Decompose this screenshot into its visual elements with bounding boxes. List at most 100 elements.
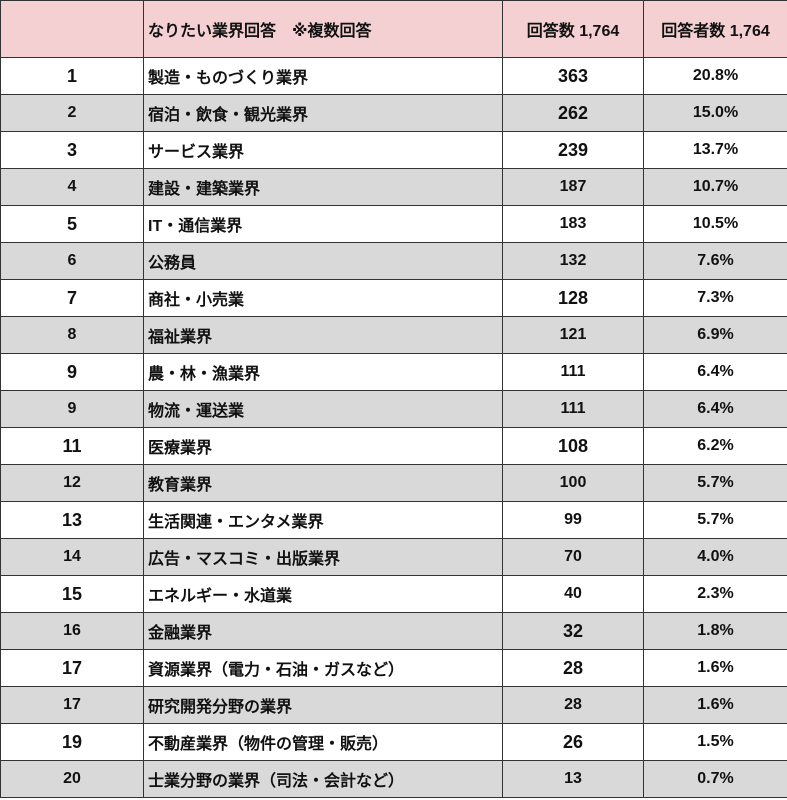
industry-cell: 資源業界（電力・石油・ガスなど）: [143, 649, 503, 687]
table-row: 9 農・林・漁業界 111 6.4%: [0, 353, 787, 391]
count-cell: 70: [502, 538, 644, 576]
table-row: 1 製造・ものづくり業界 363 20.8%: [0, 57, 787, 95]
rank-cell: 19: [0, 723, 144, 761]
rank-cell: 9: [0, 390, 144, 428]
count-cell: 13: [502, 760, 644, 798]
count-cell: 111: [502, 353, 644, 391]
table-row: 12 教育業界 100 5.7%: [0, 464, 787, 502]
rank-cell: 4: [0, 168, 144, 206]
count-cell: 28: [502, 686, 644, 724]
industry-cell: 生活関連・エンタメ業界: [143, 501, 503, 539]
count-cell: 132: [502, 242, 644, 280]
percent-cell: 4.0%: [643, 538, 787, 576]
industry-cell: 製造・ものづくり業界: [143, 57, 503, 95]
percent-cell: 6.4%: [643, 353, 787, 391]
count-cell: 111: [502, 390, 644, 428]
percent-cell: 2.3%: [643, 575, 787, 613]
count-cell: 99: [502, 501, 644, 539]
rank-cell: 9: [0, 353, 144, 391]
table-row: 19 不動産業界（物件の管理・販売） 26 1.5%: [0, 723, 787, 761]
count-cell: 40: [502, 575, 644, 613]
table-row: 14 広告・マスコミ・出版業界 70 4.0%: [0, 538, 787, 576]
percent-cell: 20.8%: [643, 57, 787, 95]
header-industry: なりたい業界回答 ※複数回答: [143, 0, 503, 58]
industry-cell: 金融業界: [143, 612, 503, 650]
industry-cell: 医療業界: [143, 427, 503, 465]
industry-cell: 物流・運送業: [143, 390, 503, 428]
industry-cell: 研究開発分野の業界: [143, 686, 503, 724]
table-row: 8 福祉業界 121 6.9%: [0, 316, 787, 354]
count-cell: 108: [502, 427, 644, 465]
header-row: なりたい業界回答 ※複数回答 回答数 1,764 回答者数 1,764: [0, 0, 787, 58]
percent-cell: 5.7%: [643, 464, 787, 502]
table-row: 5 IT・通信業界 183 10.5%: [0, 205, 787, 243]
rank-cell: 20: [0, 760, 144, 798]
percent-cell: 6.9%: [643, 316, 787, 354]
industry-cell: エネルギー・水道業: [143, 575, 503, 613]
rank-cell: 1: [0, 57, 144, 95]
rank-cell: 8: [0, 316, 144, 354]
table-row: 4 建設・建築業界 187 10.7%: [0, 168, 787, 206]
percent-cell: 6.4%: [643, 390, 787, 428]
industry-cell: IT・通信業界: [143, 205, 503, 243]
table-row: 2 宿泊・飲食・観光業界 262 15.0%: [0, 94, 787, 132]
header-answers: 回答数 1,764: [502, 0, 644, 58]
table-row: 15 エネルギー・水道業 40 2.3%: [0, 575, 787, 613]
percent-cell: 6.2%: [643, 427, 787, 465]
count-cell: 239: [502, 131, 644, 169]
rank-cell: 15: [0, 575, 144, 613]
industry-cell: 建設・建築業界: [143, 168, 503, 206]
count-cell: 262: [502, 94, 644, 132]
table-row: 16 金融業界 32 1.8%: [0, 612, 787, 650]
count-cell: 28: [502, 649, 644, 687]
rank-cell: 2: [0, 94, 144, 132]
table-row: 6 公務員 132 7.6%: [0, 242, 787, 280]
count-cell: 121: [502, 316, 644, 354]
percent-cell: 1.5%: [643, 723, 787, 761]
header-respondents: 回答者数 1,764: [643, 0, 787, 58]
industry-cell: 商社・小売業: [143, 279, 503, 317]
percent-cell: 15.0%: [643, 94, 787, 132]
table-row: 17 資源業界（電力・石油・ガスなど） 28 1.6%: [0, 649, 787, 687]
rank-cell: 17: [0, 686, 144, 724]
rank-cell: 14: [0, 538, 144, 576]
percent-cell: 1.8%: [643, 612, 787, 650]
percent-cell: 13.7%: [643, 131, 787, 169]
rank-cell: 12: [0, 464, 144, 502]
rank-cell: 13: [0, 501, 144, 539]
count-cell: 26: [502, 723, 644, 761]
industry-cell: 農・林・漁業界: [143, 353, 503, 391]
percent-cell: 1.6%: [643, 686, 787, 724]
count-cell: 32: [502, 612, 644, 650]
table-row: 20 士業分野の業界（司法・会計など） 13 0.7%: [0, 760, 787, 798]
count-cell: 363: [502, 57, 644, 95]
percent-cell: 1.6%: [643, 649, 787, 687]
industry-cell: 宿泊・飲食・観光業界: [143, 94, 503, 132]
rank-cell: 11: [0, 427, 144, 465]
count-cell: 183: [502, 205, 644, 243]
industry-cell: 公務員: [143, 242, 503, 280]
rank-cell: 17: [0, 649, 144, 687]
header-rank: [0, 0, 144, 58]
count-cell: 128: [502, 279, 644, 317]
industry-cell: 不動産業界（物件の管理・販売）: [143, 723, 503, 761]
industry-cell: 福祉業界: [143, 316, 503, 354]
percent-cell: 10.5%: [643, 205, 787, 243]
table-row: 3 サービス業界 239 13.7%: [0, 131, 787, 169]
rank-cell: 3: [0, 131, 144, 169]
industry-cell: 士業分野の業界（司法・会計など）: [143, 760, 503, 798]
count-cell: 187: [502, 168, 644, 206]
rank-cell: 6: [0, 242, 144, 280]
percent-cell: 7.3%: [643, 279, 787, 317]
rank-cell: 7: [0, 279, 144, 317]
table-row: 17 研究開発分野の業界 28 1.6%: [0, 686, 787, 724]
industry-cell: サービス業界: [143, 131, 503, 169]
table-row: 11 医療業界 108 6.2%: [0, 427, 787, 465]
industry-cell: 広告・マスコミ・出版業界: [143, 538, 503, 576]
rank-cell: 5: [0, 205, 144, 243]
percent-cell: 7.6%: [643, 242, 787, 280]
table-row: 9 物流・運送業 111 6.4%: [0, 390, 787, 428]
table-row: 7 商社・小売業 128 7.3%: [0, 279, 787, 317]
table-row: 13 生活関連・エンタメ業界 99 5.7%: [0, 501, 787, 539]
